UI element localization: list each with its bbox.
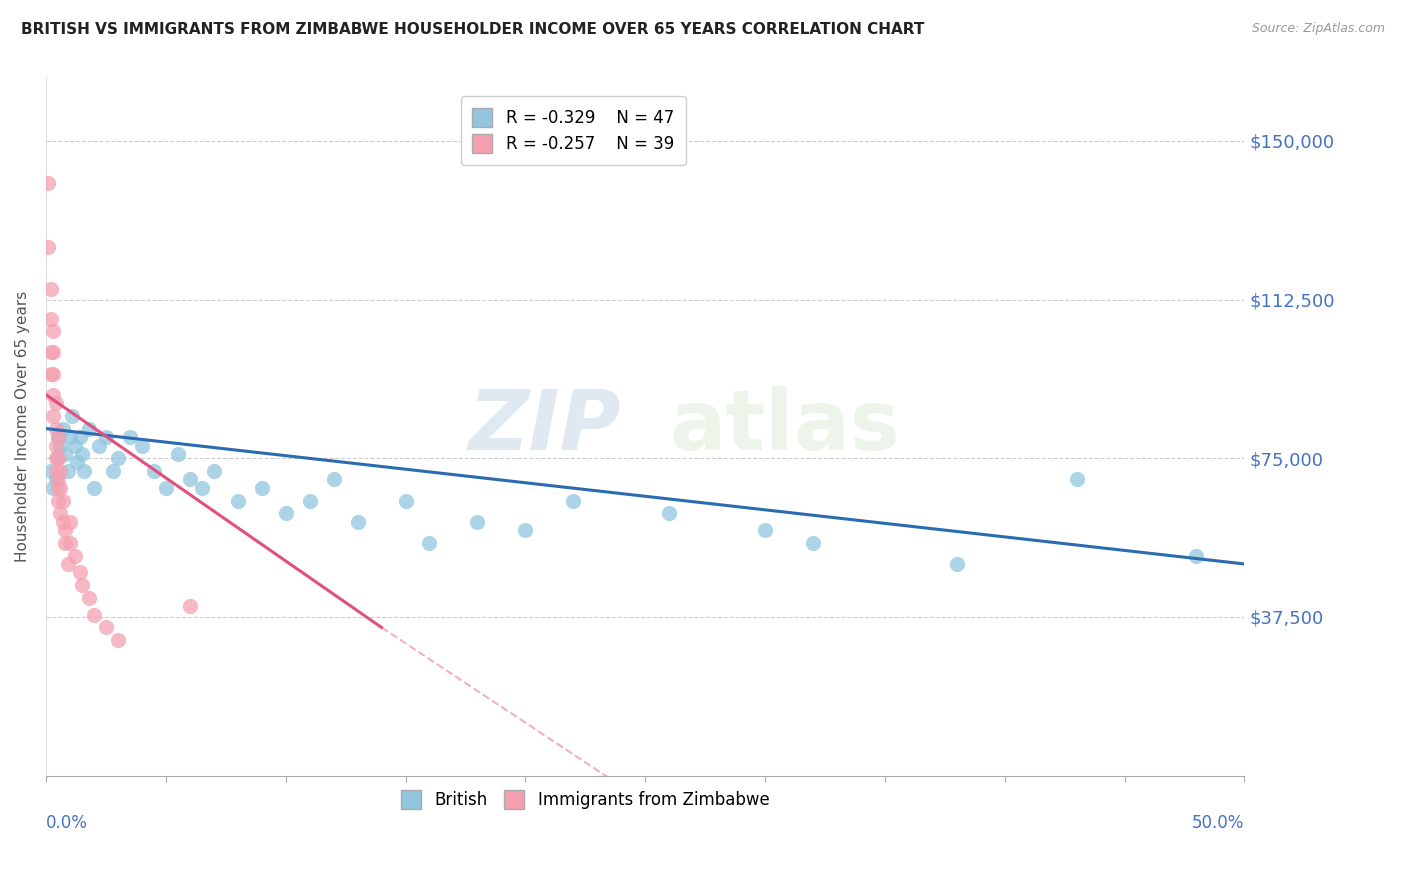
Point bbox=[754, 523, 776, 537]
Point bbox=[60, 409, 83, 423]
Point bbox=[37, 176, 59, 190]
Point bbox=[42, 481, 65, 495]
Text: BRITISH VS IMMIGRANTS FROM ZIMBABWE HOUSEHOLDER INCOME OVER 65 YEARS CORRELATION: BRITISH VS IMMIGRANTS FROM ZIMBABWE HOUS… bbox=[21, 22, 925, 37]
Point bbox=[63, 549, 86, 563]
Point bbox=[52, 515, 75, 529]
Point bbox=[1066, 472, 1088, 486]
Point bbox=[274, 506, 297, 520]
Point bbox=[226, 493, 249, 508]
Point bbox=[73, 464, 96, 478]
Point bbox=[42, 324, 65, 338]
Point bbox=[45, 464, 67, 478]
Point bbox=[69, 566, 91, 580]
Point bbox=[39, 345, 62, 359]
Point bbox=[42, 388, 65, 402]
Y-axis label: Householder Income Over 65 years: Householder Income Over 65 years bbox=[15, 291, 30, 562]
Point bbox=[59, 536, 82, 550]
Point bbox=[39, 367, 62, 381]
Point bbox=[46, 451, 69, 466]
Point bbox=[49, 481, 72, 495]
Point bbox=[39, 311, 62, 326]
Point bbox=[118, 430, 141, 444]
Point bbox=[59, 430, 82, 444]
Point bbox=[515, 523, 537, 537]
Point bbox=[70, 578, 93, 592]
Text: Source: ZipAtlas.com: Source: ZipAtlas.com bbox=[1251, 22, 1385, 36]
Point bbox=[298, 493, 321, 508]
Point bbox=[131, 438, 153, 452]
Point bbox=[37, 240, 59, 254]
Point bbox=[45, 396, 67, 410]
Point bbox=[202, 464, 225, 478]
Point bbox=[155, 481, 177, 495]
Point bbox=[94, 620, 117, 634]
Point bbox=[49, 464, 72, 478]
Point bbox=[467, 515, 489, 529]
Point bbox=[107, 451, 129, 466]
Point bbox=[66, 455, 89, 469]
Text: 0.0%: 0.0% bbox=[46, 814, 87, 832]
Point bbox=[45, 472, 67, 486]
Point bbox=[56, 464, 79, 478]
Point bbox=[42, 345, 65, 359]
Text: ZIP: ZIP bbox=[468, 386, 621, 467]
Point bbox=[42, 367, 65, 381]
Point bbox=[322, 472, 344, 486]
Point bbox=[63, 438, 86, 452]
Point bbox=[46, 481, 69, 495]
Point bbox=[945, 557, 967, 571]
Point bbox=[52, 493, 75, 508]
Point bbox=[87, 438, 110, 452]
Point bbox=[394, 493, 416, 508]
Point bbox=[179, 472, 201, 486]
Point bbox=[801, 536, 824, 550]
Text: atlas: atlas bbox=[669, 386, 900, 467]
Point bbox=[69, 430, 91, 444]
Point bbox=[142, 464, 165, 478]
Point bbox=[418, 536, 440, 550]
Point bbox=[56, 557, 79, 571]
Point bbox=[77, 591, 100, 605]
Point bbox=[94, 430, 117, 444]
Point bbox=[46, 493, 69, 508]
Point bbox=[346, 515, 368, 529]
Point bbox=[77, 421, 100, 435]
Point bbox=[52, 421, 75, 435]
Point bbox=[83, 607, 105, 622]
Legend: British, Immigrants from Zimbabwe: British, Immigrants from Zimbabwe bbox=[395, 783, 776, 816]
Point bbox=[166, 447, 188, 461]
Point bbox=[45, 451, 67, 466]
Point bbox=[1185, 549, 1208, 563]
Point bbox=[39, 282, 62, 296]
Point bbox=[49, 506, 72, 520]
Point bbox=[42, 409, 65, 423]
Point bbox=[191, 481, 214, 495]
Text: 50.0%: 50.0% bbox=[1192, 814, 1244, 832]
Point bbox=[658, 506, 681, 520]
Point bbox=[53, 523, 76, 537]
Point bbox=[49, 438, 72, 452]
Point bbox=[250, 481, 273, 495]
Point bbox=[53, 536, 76, 550]
Point bbox=[45, 438, 67, 452]
Point bbox=[179, 599, 201, 614]
Point bbox=[83, 481, 105, 495]
Point bbox=[46, 472, 69, 486]
Point bbox=[53, 447, 76, 461]
Point bbox=[39, 464, 62, 478]
Point bbox=[59, 515, 82, 529]
Point bbox=[107, 633, 129, 648]
Point bbox=[70, 447, 93, 461]
Point bbox=[562, 493, 585, 508]
Point bbox=[46, 451, 69, 466]
Point bbox=[101, 464, 124, 478]
Point bbox=[46, 430, 69, 444]
Point bbox=[46, 430, 69, 444]
Point bbox=[45, 421, 67, 435]
